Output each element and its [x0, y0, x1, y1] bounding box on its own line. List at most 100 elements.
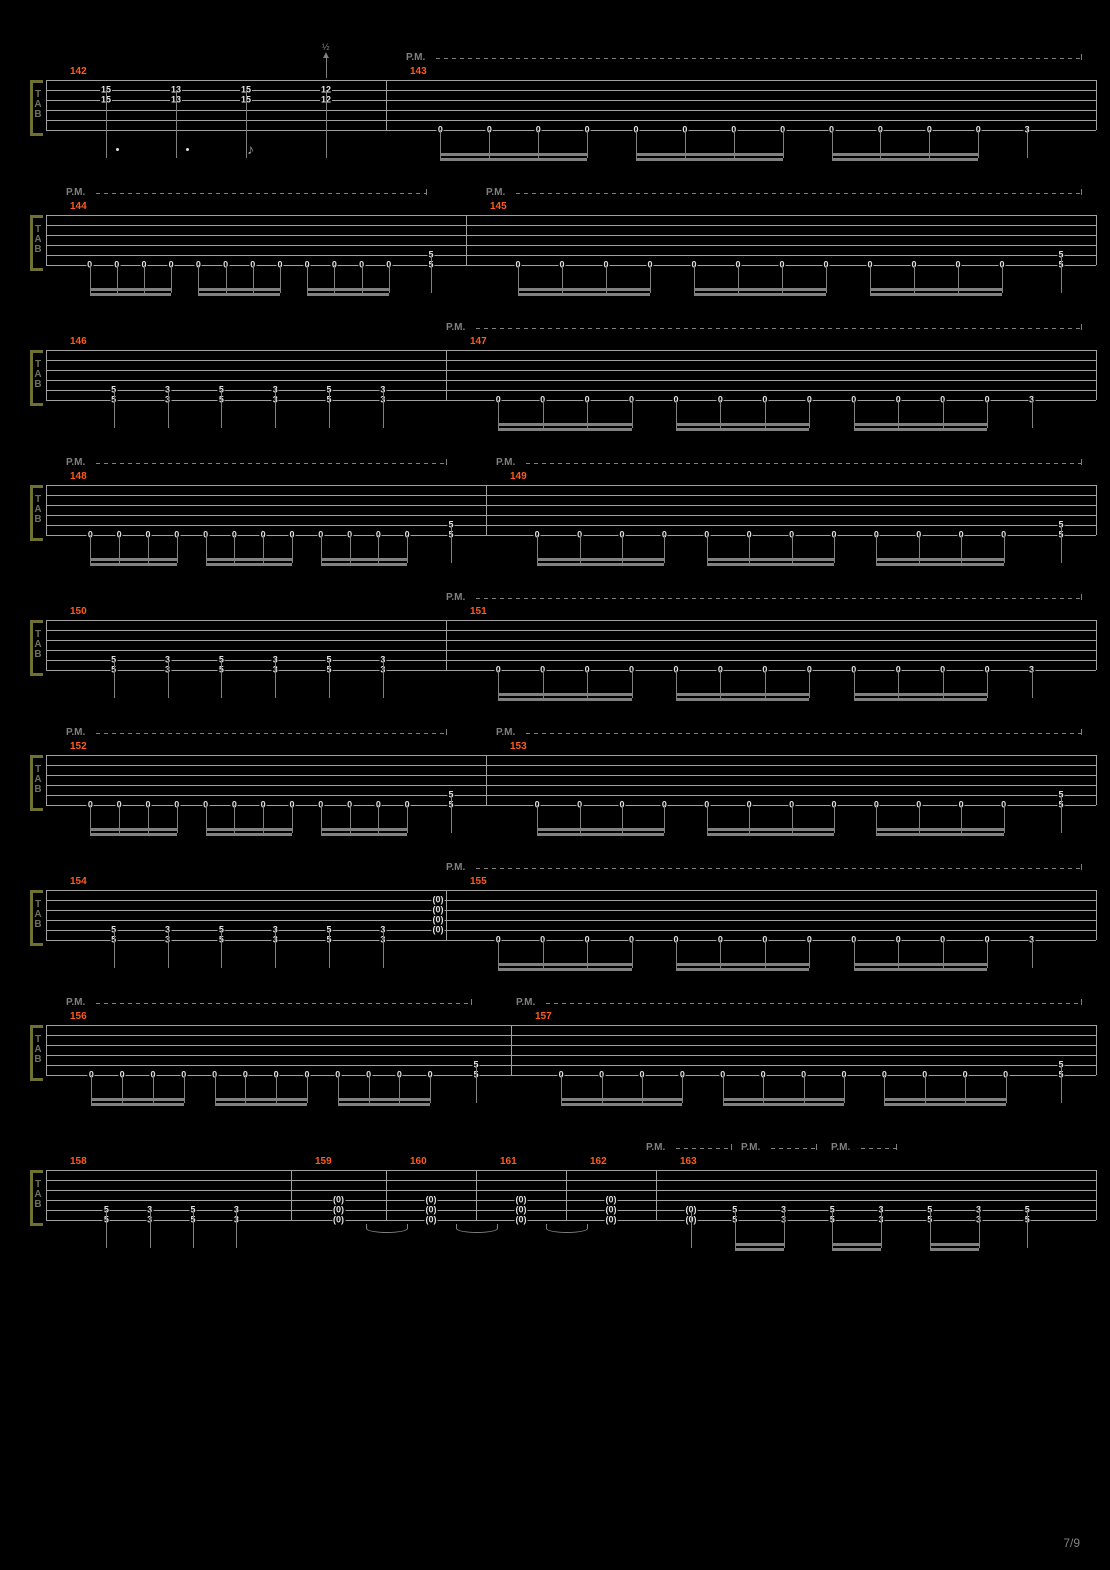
palm-mute-label: P.M.: [66, 187, 85, 198]
string-line: [46, 120, 1096, 121]
page-number: 7/9: [1063, 1536, 1080, 1550]
tab-system: TAB154553355335533(0)(0)(0)(0)155P.M.000…: [30, 890, 1110, 980]
measure-number: 163: [680, 1156, 697, 1167]
string-line: [46, 785, 1096, 786]
fret-number: (0): [432, 906, 445, 915]
palm-mute-label: P.M.: [66, 457, 85, 468]
palm-mute-label: P.M.: [516, 997, 535, 1008]
string-line: [46, 495, 1096, 496]
palm-mute-label: P.M.: [486, 187, 505, 198]
palm-mute-label: P.M.: [446, 592, 465, 603]
fret-number: (0): [332, 1216, 345, 1225]
staff: 15855335533159(0)(0)(0)160(0)(0)(0)161(0…: [46, 1170, 1096, 1260]
string-line: [46, 80, 1096, 81]
string-line: [46, 235, 1096, 236]
fret-number: (0): [605, 1216, 618, 1225]
staff: 152P.M.00000000000055153P.M.000000000000…: [46, 755, 1096, 845]
palm-mute-label: P.M.: [496, 457, 515, 468]
string-line: [46, 1210, 1096, 1211]
measure-number: 158: [70, 1156, 87, 1167]
fret-number: (0): [425, 1216, 438, 1225]
palm-mute-label: P.M.: [406, 52, 425, 63]
string-line: [46, 485, 1096, 486]
fret-number: (0): [515, 1216, 528, 1225]
fret-number: (0): [432, 896, 445, 905]
measure-number: 149: [510, 471, 527, 482]
string-line: [46, 795, 1096, 796]
measure-number: 146: [70, 336, 87, 347]
string-line: [46, 1220, 1096, 1221]
string-line: [46, 910, 1096, 911]
string-line: [46, 660, 1096, 661]
string-line: [46, 380, 1096, 381]
string-line: [46, 1055, 1096, 1056]
string-line: [46, 650, 1096, 651]
string-line: [46, 100, 1096, 101]
string-line: [46, 265, 1096, 266]
measure-number: 147: [470, 336, 487, 347]
tab-system: TAB15855335533159(0)(0)(0)160(0)(0)(0)16…: [30, 1170, 1110, 1260]
string-line: [46, 630, 1096, 631]
string-line: [46, 245, 1096, 246]
palm-mute-label: P.M.: [446, 322, 465, 333]
palm-mute-label: P.M.: [66, 997, 85, 1008]
staff: 148P.M.00000000000055149P.M.000000000000…: [46, 485, 1096, 575]
string-line: [46, 505, 1096, 506]
tab-system: TAB144P.M.00000000000055145P.M.000000000…: [30, 215, 1110, 305]
string-line: [46, 640, 1096, 641]
fret-number: (0): [432, 916, 445, 925]
fret-number: (0): [425, 1196, 438, 1205]
tab-clef-label: TAB: [33, 225, 43, 255]
tab-system: TAB152P.M.00000000000055153P.M.000000000…: [30, 755, 1110, 845]
string-line: [46, 130, 1096, 131]
fret-number: (0): [432, 926, 445, 935]
palm-mute-label: P.M.: [831, 1142, 850, 1153]
measure-number: 160: [410, 1156, 427, 1167]
fret-number: (0): [425, 1206, 438, 1215]
string-line: [46, 1065, 1096, 1066]
fret-number: (0): [605, 1206, 618, 1215]
string-line: [46, 620, 1096, 621]
string-line: [46, 255, 1096, 256]
measure-number: 145: [490, 201, 507, 212]
measure-number: 151: [470, 606, 487, 617]
palm-mute-label: P.M.: [66, 727, 85, 738]
string-line: [46, 350, 1096, 351]
string-line: [46, 1190, 1096, 1191]
string-line: [46, 890, 1096, 891]
measure-number: 144: [70, 201, 87, 212]
fret-number: (0): [332, 1196, 345, 1205]
measure-number: 142: [70, 66, 87, 77]
staff: 150553355335533151P.M.0000000000003: [46, 620, 1096, 710]
tab-clef-label: TAB: [33, 765, 43, 795]
measure-number: 161: [500, 1156, 517, 1167]
staff: 146553355335533147P.M.0000000000003: [46, 350, 1096, 440]
string-line: [46, 370, 1096, 371]
palm-mute-label: P.M.: [646, 1142, 665, 1153]
staff: 156P.M.00000000000055157P.M.000000000000…: [46, 1025, 1096, 1115]
measure-number: 154: [70, 876, 87, 887]
string-line: [46, 390, 1096, 391]
string-line: [46, 755, 1096, 756]
string-line: [46, 920, 1096, 921]
tab-clef-label: TAB: [33, 1180, 43, 1210]
measure-number: 159: [315, 1156, 332, 1167]
palm-mute-label: P.M.: [741, 1142, 760, 1153]
measure-number: 162: [590, 1156, 607, 1167]
tab-system: TAB146553355335533147P.M.0000000000003: [30, 350, 1110, 440]
tab-clef-label: TAB: [33, 900, 43, 930]
tab-system: TAB148P.M.00000000000055149P.M.000000000…: [30, 485, 1110, 575]
palm-mute-label: P.M.: [446, 862, 465, 873]
measure-number: 143: [410, 66, 427, 77]
measure-number: 150: [70, 606, 87, 617]
string-line: [46, 515, 1096, 516]
string-line: [46, 360, 1096, 361]
string-line: [46, 765, 1096, 766]
string-line: [46, 1025, 1096, 1026]
string-line: [46, 930, 1096, 931]
staff: 144P.M.00000000000055145P.M.000000000000…: [46, 215, 1096, 305]
string-line: [46, 1200, 1096, 1201]
measure-number: 153: [510, 741, 527, 752]
string-line: [46, 1170, 1096, 1171]
measure-number: 156: [70, 1011, 87, 1022]
